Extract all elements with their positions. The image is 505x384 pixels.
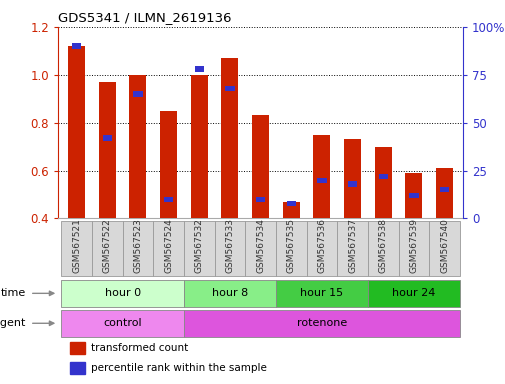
Text: GSM567540: GSM567540	[439, 218, 448, 273]
Text: GDS5341 / ILMN_2619136: GDS5341 / ILMN_2619136	[58, 11, 231, 24]
Text: GSM567534: GSM567534	[256, 218, 265, 273]
Bar	[409, 193, 418, 198]
FancyBboxPatch shape	[245, 221, 275, 276]
Bar	[225, 86, 234, 91]
Text: GSM567533: GSM567533	[225, 218, 234, 273]
Bar	[194, 66, 204, 72]
FancyBboxPatch shape	[337, 221, 367, 276]
Text: GSM567523: GSM567523	[133, 218, 142, 273]
FancyBboxPatch shape	[398, 221, 428, 276]
Text: control: control	[103, 318, 141, 328]
Bar	[256, 197, 265, 202]
Bar	[68, 46, 85, 218]
FancyBboxPatch shape	[367, 280, 459, 307]
Text: GSM567536: GSM567536	[317, 218, 326, 273]
Bar	[343, 139, 360, 218]
Text: hour 24: hour 24	[391, 288, 435, 298]
FancyBboxPatch shape	[214, 221, 245, 276]
FancyBboxPatch shape	[275, 221, 306, 276]
Text: time: time	[1, 288, 26, 298]
FancyBboxPatch shape	[183, 221, 214, 276]
Text: transformed count: transformed count	[91, 343, 188, 353]
Text: GSM567524: GSM567524	[164, 218, 173, 273]
FancyBboxPatch shape	[61, 310, 183, 337]
Bar	[251, 116, 269, 218]
FancyBboxPatch shape	[367, 221, 398, 276]
FancyBboxPatch shape	[183, 280, 275, 307]
FancyBboxPatch shape	[61, 280, 183, 307]
Bar	[435, 168, 452, 218]
Bar	[317, 177, 326, 183]
Bar	[98, 82, 116, 218]
Bar	[286, 200, 295, 206]
Text: GSM567522: GSM567522	[103, 218, 112, 273]
Text: GSM567521: GSM567521	[72, 218, 81, 273]
Bar	[405, 173, 422, 218]
FancyBboxPatch shape	[428, 221, 459, 276]
Bar	[313, 135, 330, 218]
Bar	[164, 197, 173, 202]
Text: GSM567538: GSM567538	[378, 218, 387, 273]
Text: GSM567537: GSM567537	[347, 218, 357, 273]
Text: agent: agent	[0, 318, 26, 328]
Text: hour 15: hour 15	[300, 288, 343, 298]
Text: hour 0: hour 0	[105, 288, 140, 298]
Text: percentile rank within the sample: percentile rank within the sample	[91, 363, 266, 373]
FancyBboxPatch shape	[306, 221, 337, 276]
Bar	[439, 187, 448, 192]
Bar	[378, 174, 387, 179]
FancyBboxPatch shape	[183, 310, 459, 337]
FancyBboxPatch shape	[275, 280, 367, 307]
FancyBboxPatch shape	[153, 221, 183, 276]
Bar	[374, 147, 391, 218]
Text: GSM567535: GSM567535	[286, 218, 295, 273]
Bar	[129, 75, 146, 218]
FancyBboxPatch shape	[122, 221, 153, 276]
Bar	[133, 91, 142, 97]
Bar	[70, 362, 85, 374]
Bar	[282, 202, 299, 218]
Bar	[347, 181, 357, 187]
Bar	[103, 136, 112, 141]
Text: hour 8: hour 8	[212, 288, 247, 298]
Bar	[160, 111, 177, 218]
Bar	[221, 58, 238, 218]
Bar	[70, 343, 85, 354]
FancyBboxPatch shape	[92, 221, 122, 276]
Text: GSM567532: GSM567532	[194, 218, 204, 273]
Bar	[190, 75, 207, 218]
Text: GSM567539: GSM567539	[409, 218, 418, 273]
Text: rotenone: rotenone	[296, 318, 346, 328]
Bar	[72, 43, 81, 49]
FancyBboxPatch shape	[61, 221, 92, 276]
